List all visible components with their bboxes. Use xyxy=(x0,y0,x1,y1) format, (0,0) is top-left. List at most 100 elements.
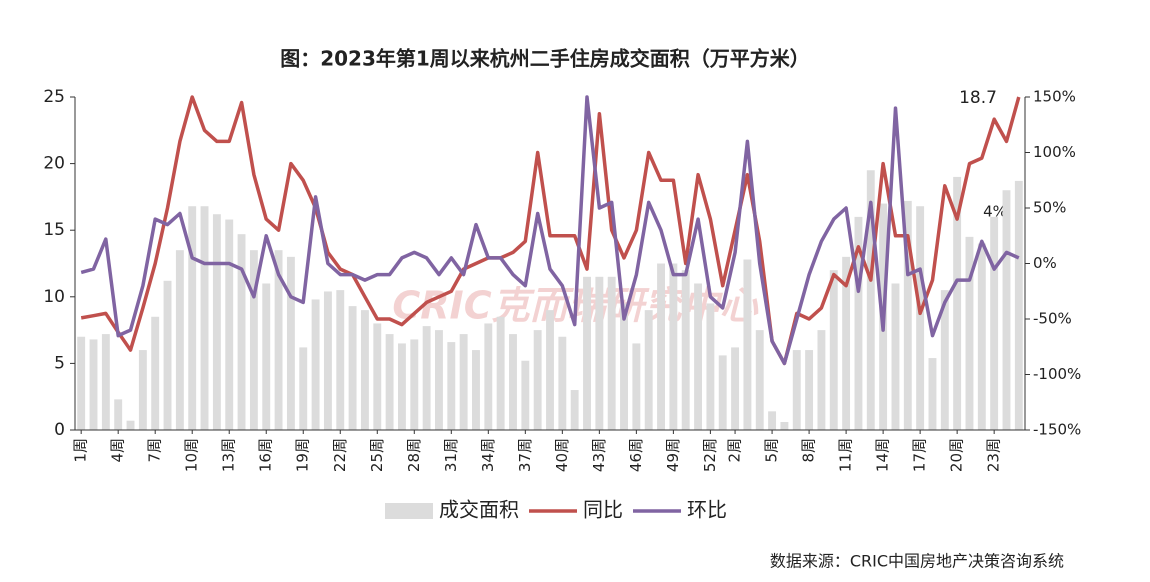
bar xyxy=(607,276,616,430)
bar xyxy=(644,310,653,430)
x-tick-label: 46周 xyxy=(627,438,645,472)
bar xyxy=(829,270,838,430)
source: 数据来源：CRIC中国房地产决策咨询系统 xyxy=(770,552,1064,571)
bar xyxy=(903,200,912,430)
bar xyxy=(249,250,258,430)
bar xyxy=(953,176,962,430)
y2-tick-label: -50% xyxy=(1033,310,1072,328)
x-tick-label: 52周 xyxy=(701,438,719,472)
x-tick-label: 14周 xyxy=(874,438,892,472)
x-tick-label: 5周 xyxy=(763,438,781,463)
bar xyxy=(77,336,86,430)
x-tick-label: 19周 xyxy=(294,438,312,472)
bar xyxy=(706,303,715,430)
x-tick-label: 37周 xyxy=(516,438,534,472)
x-tick-label: 10周 xyxy=(183,438,201,472)
bar xyxy=(891,283,900,430)
annotation: 4% xyxy=(983,203,1007,221)
bar xyxy=(323,291,332,430)
bar xyxy=(509,334,517,430)
bar xyxy=(718,355,727,430)
y-tick-label: 25 xyxy=(43,87,65,107)
bar xyxy=(89,339,98,430)
y2-tick-label: 50% xyxy=(1033,199,1066,217)
bar xyxy=(496,316,505,430)
bar xyxy=(583,276,591,430)
bar xyxy=(632,343,641,430)
bar xyxy=(126,420,135,430)
bar xyxy=(595,276,604,430)
bar xyxy=(459,334,468,430)
x-tick-label: 17周 xyxy=(911,438,929,472)
bar xyxy=(792,350,801,430)
x-tick-label: 11周 xyxy=(837,438,855,472)
bar xyxy=(546,310,554,430)
bar xyxy=(990,216,999,430)
x-tick-label: 1周 xyxy=(72,438,90,463)
bar xyxy=(657,263,665,430)
bar xyxy=(311,299,320,430)
bar xyxy=(570,390,579,430)
x-tick-label: 16周 xyxy=(257,438,275,472)
y-tick-label: 5 xyxy=(54,353,65,373)
bar xyxy=(854,216,863,430)
bar xyxy=(928,358,937,430)
x-tick-label: 49周 xyxy=(664,438,682,472)
x-tick-label: 8周 xyxy=(800,438,818,463)
bar xyxy=(299,347,308,430)
bar xyxy=(385,334,394,430)
y2-tick-label: -100% xyxy=(1033,365,1081,383)
bar xyxy=(484,323,493,430)
bar xyxy=(521,360,530,430)
bar xyxy=(435,330,443,430)
bar xyxy=(940,290,949,430)
bar xyxy=(558,336,567,430)
bar xyxy=(200,206,209,430)
bar xyxy=(410,339,419,430)
x-tick-label: 25周 xyxy=(368,438,386,472)
bar xyxy=(225,219,234,430)
bar xyxy=(447,342,456,430)
x-tick-label: 13周 xyxy=(220,438,238,472)
y-tick-label: 15 xyxy=(43,220,65,240)
legend-label: 同比 xyxy=(583,498,623,522)
bar xyxy=(188,206,197,430)
bar xyxy=(842,256,851,430)
legend-label: 环比 xyxy=(687,498,727,522)
annotation: 18.7 xyxy=(959,88,997,108)
chart-title: 图：2023年第1周以来杭州二手住房成交面积（万平方米） xyxy=(280,47,810,71)
bar xyxy=(977,243,986,430)
bar xyxy=(163,280,172,430)
x-tick-label: 40周 xyxy=(553,438,571,472)
bar xyxy=(1002,190,1011,430)
y-tick-label: 10 xyxy=(43,287,65,307)
x-tick-label: 28周 xyxy=(405,438,423,472)
x-tick-label: 23周 xyxy=(985,438,1003,472)
bar xyxy=(101,334,110,430)
bar xyxy=(472,350,480,430)
bar xyxy=(237,234,246,430)
bar xyxy=(286,256,295,430)
x-tick-label: 43周 xyxy=(590,438,608,472)
bar xyxy=(780,422,789,430)
bar xyxy=(817,330,826,430)
bar xyxy=(805,350,814,430)
bar xyxy=(768,411,777,430)
legend-label: 成交面积 xyxy=(439,498,519,522)
y2-tick-label: -150% xyxy=(1033,421,1081,439)
bar xyxy=(151,316,160,430)
bar xyxy=(916,206,925,430)
legend-swatch xyxy=(385,503,433,519)
y-tick-label: 20 xyxy=(43,154,65,174)
bar xyxy=(669,263,678,430)
x-tick-label: 7周 xyxy=(146,438,164,463)
x-tick-label: 20周 xyxy=(948,438,966,472)
y-tick-label: 0 xyxy=(54,420,65,440)
bar xyxy=(681,270,690,430)
bar xyxy=(212,214,221,430)
bar xyxy=(755,330,764,430)
x-tick-label: 34周 xyxy=(479,438,497,472)
x-tick-label: 31周 xyxy=(442,438,460,472)
